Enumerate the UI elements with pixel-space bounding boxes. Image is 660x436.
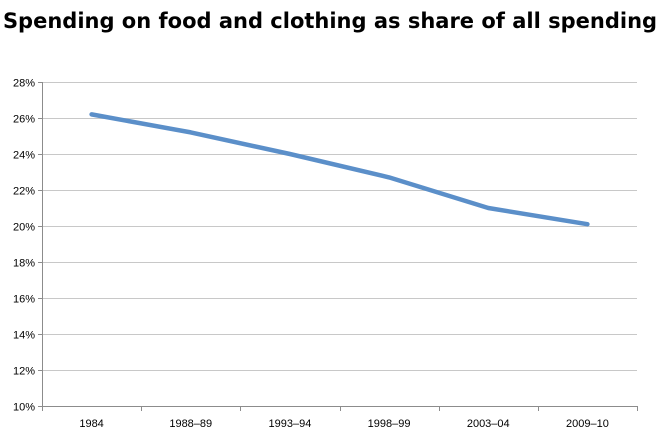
y-tick-label: 14%	[13, 330, 35, 342]
y-tick-label: 18%	[13, 258, 35, 270]
chart-title: Spending on food and clothing as share o…	[2, 9, 658, 33]
x-tick-label: 2009–10	[566, 418, 609, 430]
axes	[38, 82, 638, 411]
gridlines	[42, 82, 637, 371]
x-tick-label: 1988–89	[169, 418, 212, 430]
y-tick-label: 26%	[13, 114, 35, 126]
y-tick-label: 16%	[13, 294, 35, 306]
series-line	[89, 112, 590, 227]
series	[89, 112, 590, 227]
y-tick-label: 20%	[13, 222, 35, 234]
y-tick-label: 24%	[13, 150, 35, 162]
y-tick-label: 10%	[13, 402, 35, 414]
x-tick-label: 1984	[79, 418, 103, 430]
y-tick-label: 28%	[13, 78, 35, 90]
y-tick-label: 22%	[13, 186, 35, 198]
x-tick-label: 1993–94	[269, 418, 312, 430]
x-tick-label: 1998–99	[368, 418, 411, 430]
x-axis-ticks: 1984 1988–89 1993–94 1998–99 2003–04 2009–10	[79, 418, 608, 430]
y-axis-ticks: 10% 12% 14% 16% 18% 20% 22% 24% 26% 28%	[13, 78, 35, 414]
x-tick-label: 2003–04	[467, 418, 510, 430]
y-tick-label: 12%	[13, 366, 35, 378]
